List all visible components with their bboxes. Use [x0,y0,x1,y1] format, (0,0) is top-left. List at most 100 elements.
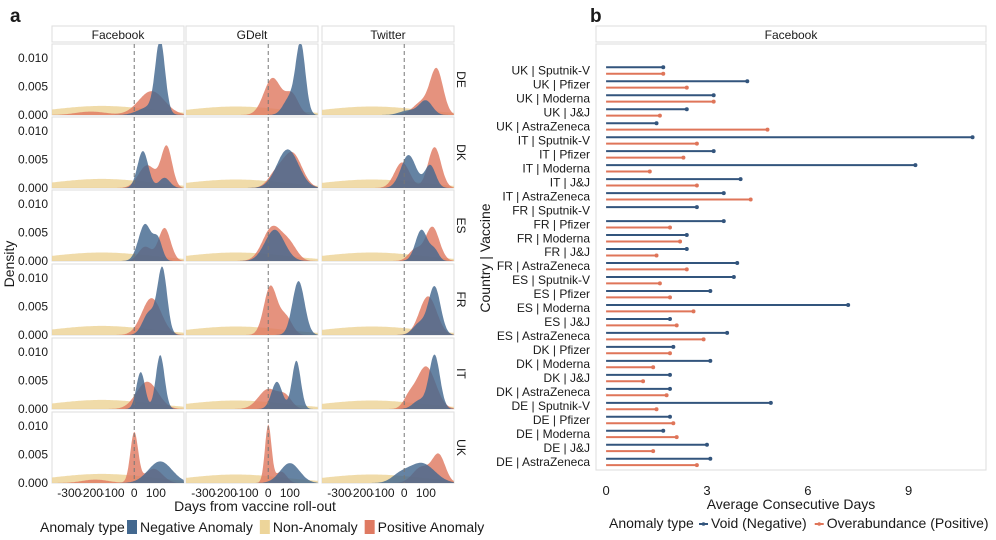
a-row-label-uk: UK [454,439,468,456]
void-bar-point [708,456,713,461]
a-y-tick-label: 0.000 [18,402,48,416]
negative-anomaly-density [186,229,318,261]
b-x-axis-title: Average Consecutive Days [707,496,876,512]
a-y-tick-label: 0.005 [18,80,48,94]
negative-anomaly-density [322,100,454,115]
b-legend-key-point-over [817,522,822,526]
a-x-tick-label: 0 [265,486,272,500]
negative-anomaly-density [186,463,318,483]
void-bar-point [711,93,716,98]
a-x-tick-label: -200 [349,486,373,500]
positive-anomaly-density [186,285,318,335]
overabundance-bar-point [654,407,659,412]
b-category-label: FR | AstraZeneca [497,259,590,273]
a-y-tick-label: 0.000 [18,254,48,268]
b-category-label: DK | AstraZeneca [496,385,590,399]
void-bar-point [745,79,750,84]
overabundance-bar-point [657,113,662,118]
overabundance-bar-point [671,421,676,426]
negative-anomaly-density [322,229,454,261]
a-facet-title-twitter: Twitter [370,28,405,42]
void-bar-point [667,414,672,419]
a-x-tick-label: -300 [327,486,351,500]
b-category-label: ES | Pfizer [534,287,590,301]
b-legend-label-void: Void (Negative) [711,515,807,531]
negative-anomaly-density [186,44,318,115]
a-y-tick-label: 0.005 [18,226,48,240]
overabundance-bar-point [664,393,669,398]
panel-b-label: b [590,6,602,27]
overabundance-bar-point [691,309,696,314]
void-bar-point [667,372,672,377]
void-bar-point [721,219,726,224]
overabundance-bar-point [681,155,686,160]
void-bar-point [708,358,713,363]
void-bar-point [684,107,689,112]
a-y-tick-label: 0.005 [18,448,48,462]
overabundance-bar-point [641,379,646,384]
a-y-tick-label: 0.000 [18,328,48,342]
a-row-label-es: ES [454,217,468,233]
a-y-tick-label: 0.010 [18,271,48,285]
a-legend-key-1 [259,520,270,534]
void-bar-point [661,428,666,433]
panel-background [185,189,319,262]
a-x-tick-label: 0 [401,486,408,500]
a-y-tick-label: 0.000 [18,476,48,490]
panel-a-label: a [10,6,21,27]
b-x-tick-label: 3 [703,483,710,498]
negative-anomaly-density [52,223,184,261]
negative-anomaly-density [52,44,184,115]
a-y-tick-label: 0.005 [18,300,48,314]
negative-anomaly-density [186,149,318,188]
a-y-axis-title: Density [1,241,17,288]
void-bar-point [735,261,740,266]
b-category-label: FR | J&J [544,245,590,259]
void-bar-point [671,344,676,349]
negative-anomaly-density [52,266,184,335]
b-category-label: DK | J&J [544,371,590,385]
b-category-label: UK | Pfizer [533,77,590,91]
a-y-tick-label: 0.010 [18,419,48,433]
a-facet-title-facebook: Facebook [92,28,146,42]
a-facet-strip-twitter [321,25,455,43]
negative-anomaly-density [322,462,454,483]
b-x-tick-label: 9 [905,483,912,498]
overabundance-bar-point [667,225,672,230]
b-category-label: DE | Pfizer [533,413,590,427]
overabundance-bar-point [694,463,699,468]
negative-anomaly-density [322,354,454,409]
b-category-label: ES | J&J [544,315,590,329]
void-bar-point [913,163,918,168]
b-category-label: DE | AstraZeneca [496,455,590,469]
overabundance-bar-point [711,99,716,104]
a-legend-label-2: Positive Anomaly [378,519,485,535]
positive-anomaly-density [322,366,454,409]
a-y-tick-label: 0.010 [18,197,48,211]
density-panel-it-twitter [321,337,455,410]
void-bar-point [667,316,672,321]
a-y-tick-label: 0.000 [18,108,48,122]
b-category-label: FR | Sputnik-V [512,203,590,217]
overabundance-bar-point [667,295,672,300]
a-x-tick-label: -300 [57,486,81,500]
void-bar-point [725,330,730,335]
b-category-label: UK | Moderna [516,91,590,105]
negative-anomaly-density [186,281,318,335]
density-panel-dk-gdelt [185,116,319,189]
overabundance-bar-point [684,267,689,272]
negative-anomaly-density [52,355,184,409]
void-bar-point [731,275,736,279]
void-bar-point [768,400,773,405]
a-row-label-de: DE [454,71,468,88]
void-bar-point [704,442,709,447]
overabundance-bar-point [651,365,656,370]
a-y-tick-label: 0.010 [18,51,48,65]
a-legend-key-0 [127,520,137,534]
b-category-label: UK | AstraZeneca [496,119,590,133]
b-y-axis-title: Country | Vaccine [477,203,493,312]
a-y-tick-label: 0.005 [18,153,48,167]
void-bar-point [708,288,713,293]
b-facet-title: Facebook [765,28,819,42]
a-x-tick-label: 0 [131,486,138,500]
